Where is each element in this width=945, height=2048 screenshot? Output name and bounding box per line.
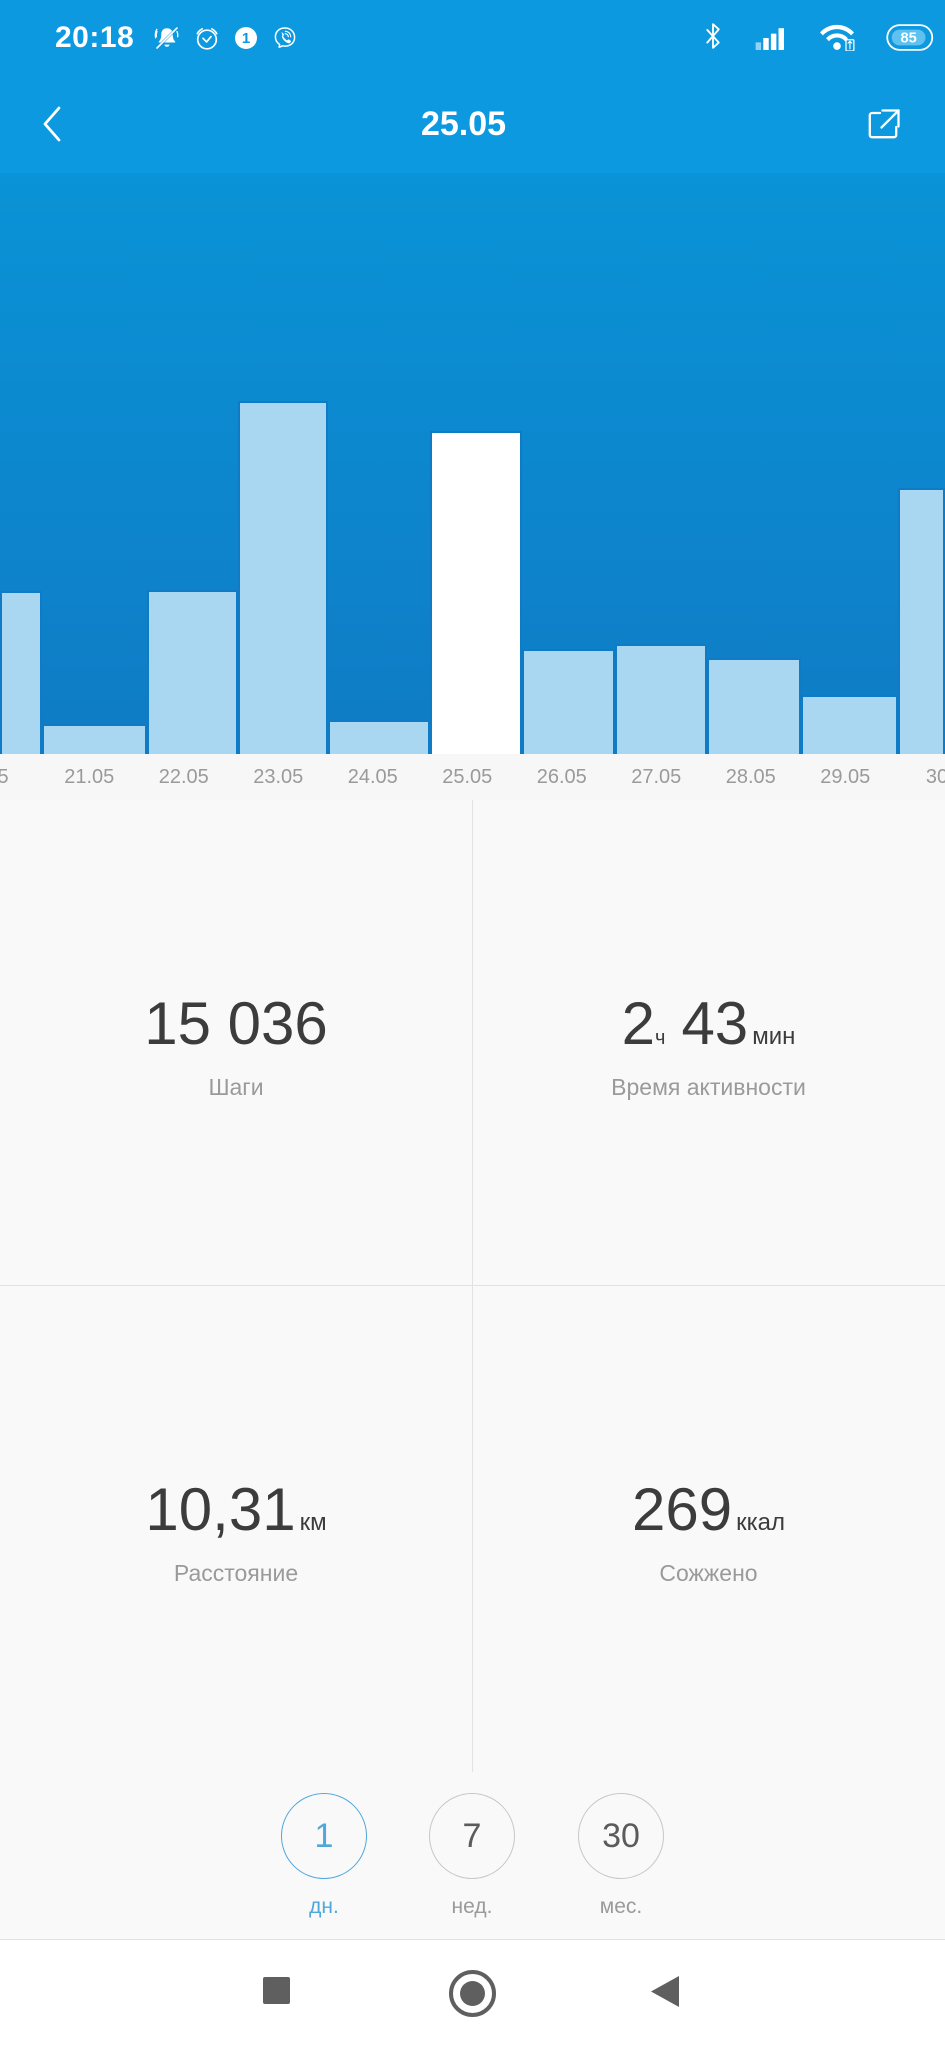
svg-text:1: 1	[242, 30, 250, 47]
svg-text:85: 85	[900, 31, 916, 47]
